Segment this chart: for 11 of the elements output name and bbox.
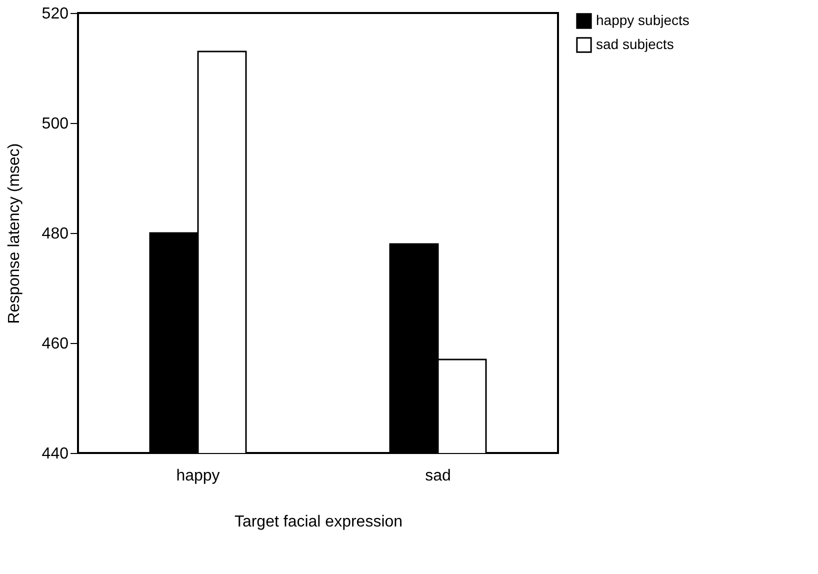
x-tick-label: sad [425,468,451,484]
y-tick-label: 440 [42,446,69,462]
y-tick-label: 480 [42,226,69,242]
y-tick-label: 520 [42,6,69,22]
x-axis-title: Target facial expression [234,514,403,530]
x-tick-label: happy [176,468,220,484]
y-tick-label: 460 [42,336,69,352]
y-axis-title: Response latency (msec) [6,143,23,324]
legend-label: happy subjects [596,12,690,28]
legend-label: sad subjects [596,36,674,52]
y-tick-label: 500 [42,116,69,132]
